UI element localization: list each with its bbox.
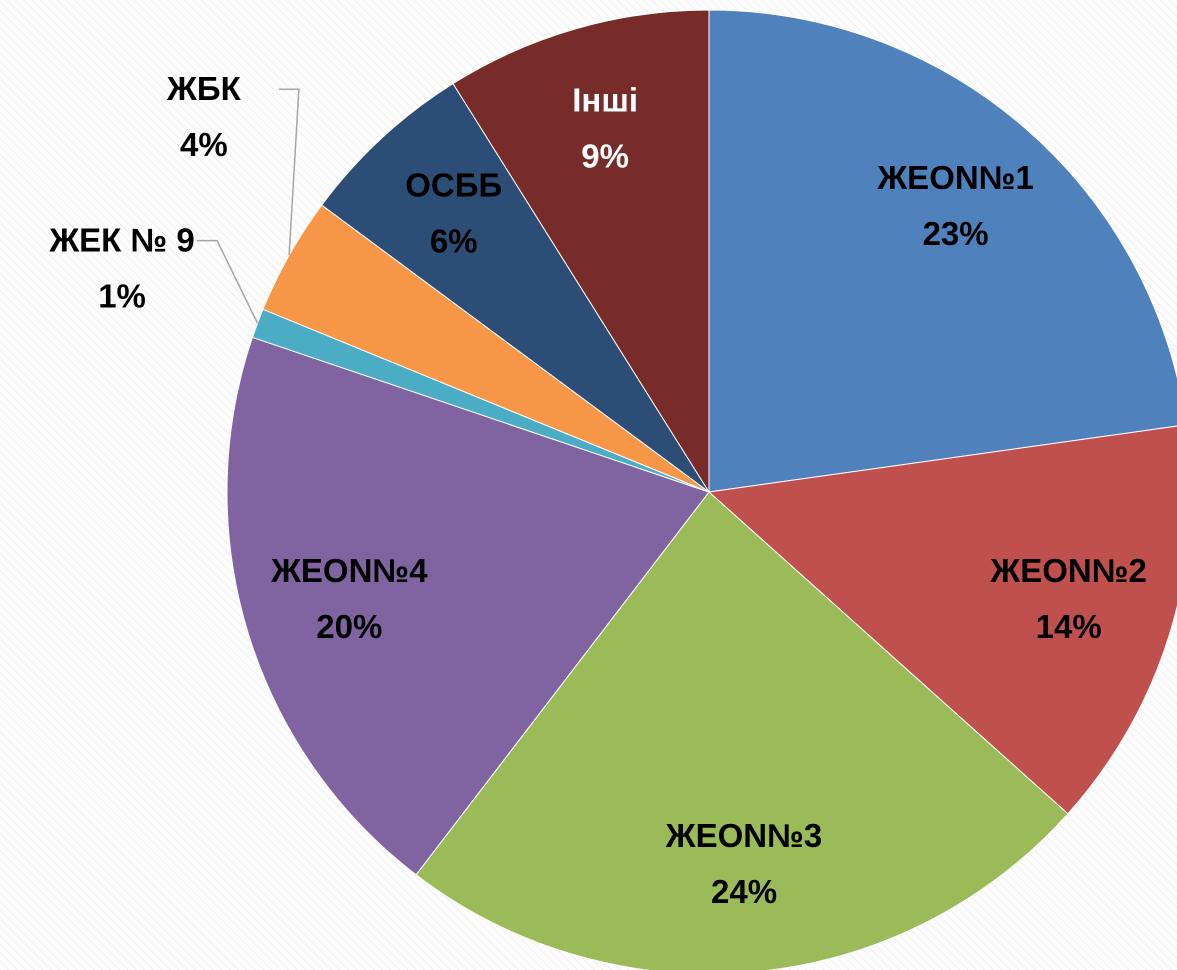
category-label: ЖЕON№2 — [989, 552, 1146, 589]
category-label: ЖЕON№1 — [876, 159, 1033, 196]
category-label: ЖЕК № 9 — [48, 221, 194, 258]
pie-slice — [708, 9, 1177, 493]
pie-slice — [321, 82, 710, 493]
category-label: ЖЕON№4 — [270, 552, 428, 589]
value-label: 20% — [316, 608, 382, 645]
value-label: 14% — [1036, 608, 1102, 645]
value-label: 4% — [180, 126, 228, 163]
value-label: 1% — [98, 277, 146, 314]
pie-slice — [226, 336, 710, 876]
category-label: ОСББ — [405, 167, 502, 204]
category-label: ЖЕON№3 — [665, 817, 822, 854]
pie-slice — [452, 9, 710, 494]
pie-slice — [415, 491, 1069, 970]
category-label: Інші — [572, 81, 638, 118]
leader-line — [197, 239, 259, 324]
leader-line — [278, 88, 300, 256]
value-label: 24% — [711, 873, 777, 910]
category-label: ЖБК — [166, 70, 242, 107]
value-label: 23% — [923, 215, 989, 252]
value-label: 6% — [430, 223, 478, 260]
value-label: 9% — [581, 137, 629, 174]
pie-slice — [707, 425, 1177, 815]
